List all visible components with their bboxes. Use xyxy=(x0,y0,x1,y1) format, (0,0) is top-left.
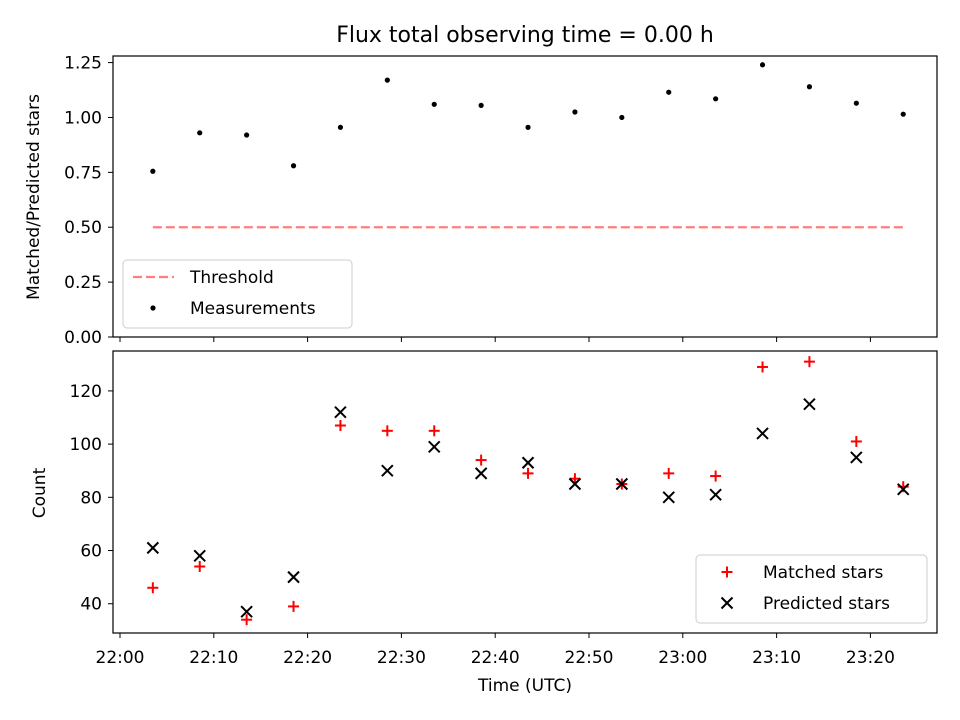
count-x-tick-label: 22:00 xyxy=(96,648,145,668)
ratio-panel: 0.00 0.25 0.50 0.75 1.00 1.25 Matched/Predict… xyxy=(24,54,938,348)
legend-predicted-marker xyxy=(720,596,734,610)
matched-star-point xyxy=(569,473,581,485)
matched-star-point xyxy=(241,614,253,626)
measurement-point xyxy=(572,109,578,115)
ratio-y-tick-label: 0.00 xyxy=(64,328,102,348)
matched-star-point xyxy=(522,467,534,479)
predicted-star-point xyxy=(193,549,206,563)
matched-star-point xyxy=(147,582,159,594)
count-marks xyxy=(146,356,910,626)
measurement-point xyxy=(337,124,344,130)
ratio-y-tick-label: 0.25 xyxy=(64,273,102,293)
measurement-point xyxy=(713,96,719,102)
matched-star-point xyxy=(194,560,206,572)
ratio-x-axis-ticks xyxy=(119,337,871,342)
measurement-point xyxy=(197,130,203,136)
predicted-star-point xyxy=(240,605,253,618)
ratio-legend: Threshold Measurements xyxy=(122,259,353,329)
ratio-y-axis-label: Matched/Predicted stars xyxy=(24,94,44,300)
legend-measurements-marker xyxy=(150,305,156,311)
count-x-tick-label: 22:40 xyxy=(471,648,520,668)
measurement-point xyxy=(759,62,766,68)
measurement-point xyxy=(384,77,390,83)
legend-matched-plus xyxy=(721,566,733,578)
predicted-star-point xyxy=(615,477,629,491)
matched-star-point xyxy=(288,600,300,612)
measurement-point xyxy=(900,111,906,117)
predicted-star-point xyxy=(803,398,816,411)
legend-predicted-label: Predicted stars xyxy=(763,594,890,614)
measurement-point xyxy=(478,102,484,108)
predicted-star-point xyxy=(521,456,535,469)
count-y-tick-label: 120 xyxy=(70,382,102,402)
predicted-star-point xyxy=(897,483,910,496)
count-y-tick-label: 60 xyxy=(80,542,102,562)
count-x-tick-label: 22:20 xyxy=(283,648,332,668)
count-x-tick-label: 23:20 xyxy=(846,648,895,668)
count-x-tick-label: 23:10 xyxy=(752,648,801,668)
measurement-point xyxy=(244,132,250,138)
count-x-tick-label: 22:10 xyxy=(189,648,238,668)
count-x-axis: 22:00 22:10 22:20 22:30 22:40 22:50 23:00 23:10… xyxy=(96,633,895,668)
measurement-point xyxy=(806,84,813,90)
matched-star-point xyxy=(334,419,346,431)
matched-star-point xyxy=(475,454,487,466)
predicted-star-point xyxy=(709,488,722,501)
x-axis-label: Time (UTC) xyxy=(477,676,572,696)
ratio-y-tick-label: 1.00 xyxy=(64,108,102,128)
count-legend: Matched stars Predicted stars xyxy=(695,554,928,624)
matched-star-point xyxy=(663,467,675,479)
count-y-axis-label: Count xyxy=(30,467,50,518)
matched-star-point xyxy=(757,361,769,373)
matched-star-point xyxy=(850,435,862,447)
predicted-star-point xyxy=(334,405,347,419)
predicted-star-point xyxy=(568,477,582,491)
measurement-point xyxy=(290,163,297,169)
ratio-marks xyxy=(150,62,906,229)
legend-measurements-label: Measurements xyxy=(190,299,316,319)
legend-matched-label: Matched stars xyxy=(763,563,883,583)
measurement-point xyxy=(853,100,859,106)
predicted-star-point xyxy=(146,541,160,555)
predicted-star-point xyxy=(381,464,394,477)
count-y-tick-label: 100 xyxy=(70,435,102,455)
count-x-tick-label: 22:30 xyxy=(377,648,426,668)
predicted-star-point xyxy=(287,570,300,584)
ratio-y-tick-label: 0.50 xyxy=(64,218,102,238)
matched-star-point xyxy=(428,425,440,437)
predicted-star-point xyxy=(662,491,675,504)
count-y-axis: 40 60 80 100 120 xyxy=(70,382,113,615)
count-y-tick-label: 80 xyxy=(80,488,102,508)
measurement-point xyxy=(525,124,531,130)
measurement-point xyxy=(150,168,156,174)
predicted-star-point xyxy=(474,467,488,480)
chart-title: Flux total observing time = 0.00 h xyxy=(336,23,714,48)
matched-star-point xyxy=(803,356,815,368)
predicted-star-point xyxy=(428,440,441,453)
measurement-point xyxy=(666,89,672,95)
ratio-y-tick-label: 1.25 xyxy=(64,54,102,74)
count-x-tick-label: 22:50 xyxy=(565,648,614,668)
measurement-point xyxy=(619,114,625,121)
ratio-y-tick-label: 0.75 xyxy=(64,163,102,183)
legend-matched-marker xyxy=(721,566,733,578)
measurement-point xyxy=(431,101,437,107)
count-x-tick-label: 23:00 xyxy=(658,648,707,668)
count-y-tick-label: 40 xyxy=(80,595,102,615)
legend-predicted-x xyxy=(720,596,734,610)
predicted-star-point xyxy=(756,427,769,440)
matched-star-point xyxy=(710,470,722,482)
predicted-star-point xyxy=(850,451,863,464)
matched-star-point xyxy=(381,425,393,437)
legend-threshold-label: Threshold xyxy=(189,268,274,288)
ratio-y-axis: 0.00 0.25 0.50 0.75 1.00 1.25 xyxy=(64,54,113,348)
